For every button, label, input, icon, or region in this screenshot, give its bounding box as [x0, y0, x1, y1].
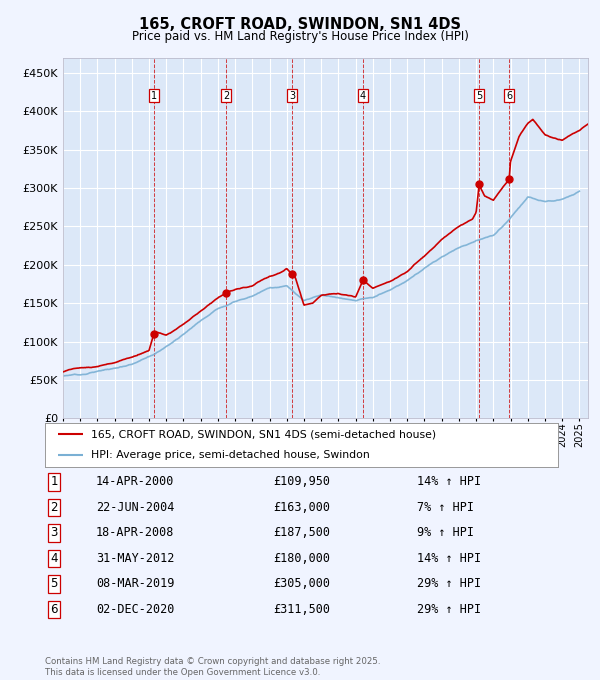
Text: 9% ↑ HPI: 9% ↑ HPI [417, 526, 474, 539]
Text: 14% ↑ HPI: 14% ↑ HPI [417, 475, 481, 488]
Text: 08-MAR-2019: 08-MAR-2019 [96, 577, 175, 590]
Text: 2: 2 [223, 90, 229, 101]
Text: £109,950: £109,950 [273, 475, 330, 488]
Text: £187,500: £187,500 [273, 526, 330, 539]
Text: 3: 3 [289, 90, 295, 101]
Text: HPI: Average price, semi-detached house, Swindon: HPI: Average price, semi-detached house,… [91, 449, 370, 460]
Text: Contains HM Land Registry data © Crown copyright and database right 2025.
This d: Contains HM Land Registry data © Crown c… [45, 657, 380, 677]
Text: £305,000: £305,000 [273, 577, 330, 590]
Text: 3: 3 [50, 526, 58, 539]
Text: 7% ↑ HPI: 7% ↑ HPI [417, 501, 474, 514]
Text: 6: 6 [50, 603, 58, 616]
Text: 165, CROFT ROAD, SWINDON, SN1 4DS (semi-detached house): 165, CROFT ROAD, SWINDON, SN1 4DS (semi-… [91, 429, 436, 439]
Text: 4: 4 [50, 552, 58, 565]
Text: 18-APR-2008: 18-APR-2008 [96, 526, 175, 539]
Text: 29% ↑ HPI: 29% ↑ HPI [417, 577, 481, 590]
Text: £180,000: £180,000 [273, 552, 330, 565]
Text: 5: 5 [476, 90, 482, 101]
Text: 22-JUN-2004: 22-JUN-2004 [96, 501, 175, 514]
Text: Price paid vs. HM Land Registry's House Price Index (HPI): Price paid vs. HM Land Registry's House … [131, 30, 469, 43]
Text: 2: 2 [50, 501, 58, 514]
Text: 31-MAY-2012: 31-MAY-2012 [96, 552, 175, 565]
Text: 29% ↑ HPI: 29% ↑ HPI [417, 603, 481, 616]
Text: 14% ↑ HPI: 14% ↑ HPI [417, 552, 481, 565]
Text: 02-DEC-2020: 02-DEC-2020 [96, 603, 175, 616]
Text: 6: 6 [506, 90, 512, 101]
Text: 1: 1 [50, 475, 58, 488]
Text: 1: 1 [151, 90, 157, 101]
Text: 5: 5 [50, 577, 58, 590]
Text: £163,000: £163,000 [273, 501, 330, 514]
Text: 165, CROFT ROAD, SWINDON, SN1 4DS: 165, CROFT ROAD, SWINDON, SN1 4DS [139, 17, 461, 32]
Text: 4: 4 [360, 90, 366, 101]
Text: 14-APR-2000: 14-APR-2000 [96, 475, 175, 488]
Text: £311,500: £311,500 [273, 603, 330, 616]
